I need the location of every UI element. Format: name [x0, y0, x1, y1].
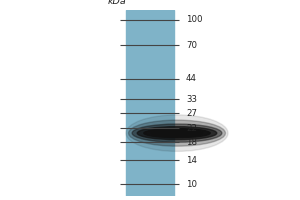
- Text: 14: 14: [186, 156, 197, 165]
- Text: 44: 44: [186, 74, 197, 83]
- Ellipse shape: [132, 124, 222, 142]
- Text: 33: 33: [186, 95, 197, 104]
- Text: 22: 22: [186, 124, 197, 133]
- Ellipse shape: [126, 115, 228, 151]
- Text: 70: 70: [186, 41, 197, 50]
- Ellipse shape: [152, 130, 202, 136]
- Ellipse shape: [144, 129, 210, 138]
- Text: 18: 18: [186, 138, 197, 147]
- Ellipse shape: [129, 120, 226, 146]
- Ellipse shape: [137, 127, 217, 140]
- Text: 10: 10: [186, 180, 197, 189]
- Text: 27: 27: [186, 109, 197, 118]
- Text: 100: 100: [186, 15, 202, 24]
- Text: kDa: kDa: [108, 0, 127, 6]
- Bar: [126, 10, 174, 196]
